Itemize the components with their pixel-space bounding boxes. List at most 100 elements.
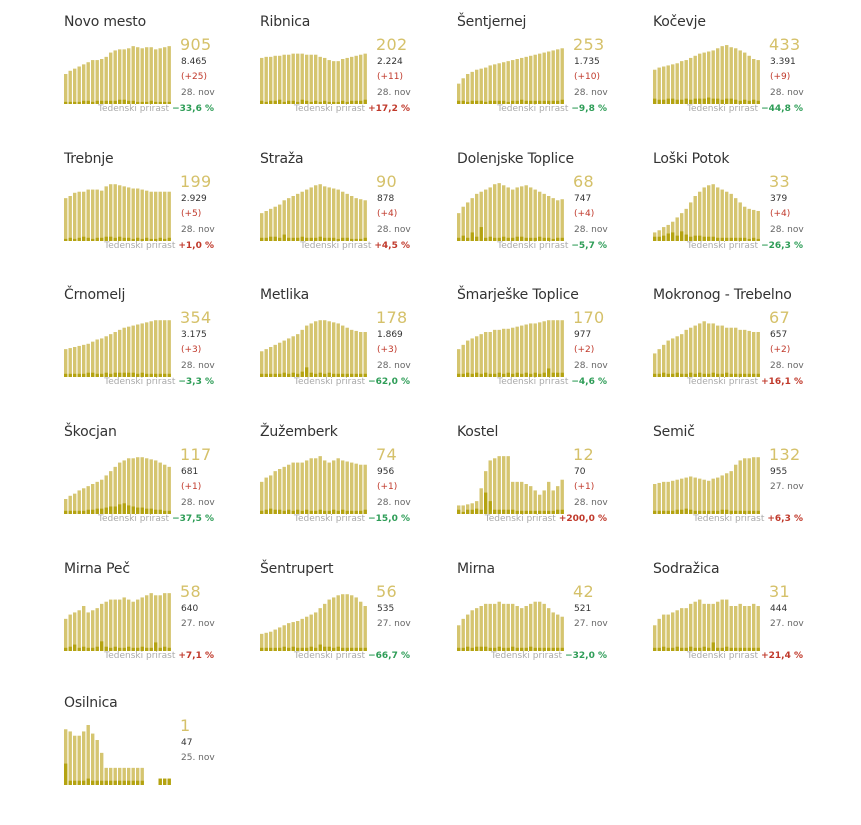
new-cases-bar <box>122 780 126 785</box>
new-cases-bar <box>140 372 144 377</box>
new-cases-bar <box>756 100 760 104</box>
date-label: 28. nov <box>770 88 804 98</box>
active-bar <box>506 61 510 104</box>
new-cases-bar <box>359 238 363 241</box>
new-cases-bar <box>86 100 90 104</box>
new-cases-bar <box>457 237 461 241</box>
new-cases-bar <box>533 510 537 514</box>
new-cases-bar <box>264 509 268 514</box>
municipality-card: Semič 132 955 27. nov Tedenski prirast +6,3 % <box>653 424 843 554</box>
active-bar <box>707 323 711 377</box>
new-cases-bar <box>671 373 675 377</box>
active-bar <box>684 329 688 377</box>
new-cases-bar <box>104 646 108 651</box>
active-bar <box>82 64 86 104</box>
active-bar <box>354 463 358 514</box>
new-cases-bar <box>752 99 756 104</box>
active-bar <box>305 54 309 104</box>
active-bar <box>479 334 483 377</box>
new-cases-bar <box>511 237 515 241</box>
new-cases-bar <box>693 647 697 651</box>
new-cases-bar <box>73 238 77 241</box>
active-bar <box>95 608 99 651</box>
active-bar <box>542 321 546 377</box>
active-count: 74 <box>376 445 397 464</box>
active-bar <box>327 599 331 651</box>
new-cases-bar <box>466 372 470 377</box>
active-bar <box>359 199 363 241</box>
new-cases-bar <box>127 237 131 241</box>
new-cases-bar <box>752 237 756 241</box>
active-bar <box>109 471 113 514</box>
active-bar <box>359 601 363 651</box>
new-cases-bar <box>158 373 162 377</box>
new-cases-bar <box>113 372 117 377</box>
active-bar <box>323 603 327 651</box>
sparkline-chart <box>260 594 367 651</box>
new-cases-bar <box>149 508 153 514</box>
active-bar <box>68 196 72 241</box>
new-cases-bar <box>269 508 273 514</box>
date-label: 28. nov <box>181 498 215 508</box>
new-cases-bar <box>657 647 661 651</box>
active-bar <box>64 198 68 241</box>
active-bar <box>466 614 470 651</box>
new-cases-bar <box>556 647 560 651</box>
active-bar <box>680 213 684 241</box>
growth-value: −44,8 % <box>761 104 803 114</box>
new-cases-bar <box>470 232 474 241</box>
new-cases-bar <box>291 510 295 514</box>
new-cases-bar <box>488 501 492 514</box>
date-label: 28. nov <box>181 88 215 98</box>
new-cases-bar <box>86 647 90 651</box>
new-cases-bar <box>167 101 171 104</box>
new-cases-bar <box>149 373 153 377</box>
new-cases-bar <box>136 237 140 241</box>
new-cases-bar <box>140 780 144 785</box>
active-bar <box>350 56 354 104</box>
active-bar <box>100 190 104 241</box>
new-cases-bar <box>287 647 291 651</box>
new-cases-bar <box>720 373 724 377</box>
active-bar <box>305 189 309 241</box>
new-cases-bar <box>738 100 742 104</box>
new-cases-bar <box>747 510 751 514</box>
new-cases-bar <box>260 237 264 241</box>
growth-label: Tedenski prirast <box>104 241 176 251</box>
weekly-growth: Tedenski prirast −4,6 % <box>457 377 607 387</box>
new-cases-bar <box>547 647 551 651</box>
new-cases-bar <box>542 237 546 241</box>
active-bar <box>716 477 720 514</box>
new-cases-bar <box>497 100 501 104</box>
new-cases-bar <box>698 235 702 241</box>
active-bar <box>118 767 122 785</box>
active-bar <box>657 67 661 104</box>
active-bar <box>318 56 322 104</box>
date-label: 28. nov <box>377 88 411 98</box>
active-bar <box>145 595 149 651</box>
active-count: 433 <box>769 35 801 54</box>
active-bar <box>104 601 108 651</box>
active-bar <box>296 193 300 241</box>
active-bar <box>158 320 162 377</box>
active-bar <box>273 55 277 104</box>
new-cases-bar <box>524 510 528 514</box>
active-bar <box>86 62 90 104</box>
new-cases-bar <box>127 646 131 651</box>
active-bar <box>136 188 140 241</box>
active-bar <box>520 57 524 104</box>
active-bar <box>720 189 724 241</box>
new-cases-bar <box>309 372 313 377</box>
growth-value: +200,0 % <box>558 514 607 524</box>
new-cases-bar <box>743 99 747 104</box>
new-cases-bar <box>273 236 277 241</box>
active-bar <box>149 593 153 651</box>
active-bar <box>309 614 313 651</box>
new-cases-bar <box>752 510 756 514</box>
active-bar <box>556 486 560 514</box>
active-bar <box>345 193 349 241</box>
new-cases-bar <box>702 510 706 514</box>
active-bar <box>520 325 524 377</box>
new-cases-bar <box>363 373 367 377</box>
weekly-growth: Tedenski prirast −26,3 % <box>653 241 803 251</box>
